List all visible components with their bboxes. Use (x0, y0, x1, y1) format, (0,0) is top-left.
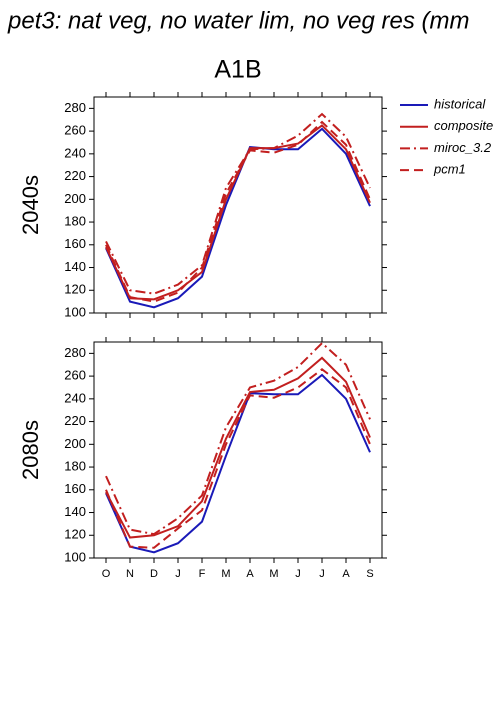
series-line (105, 341, 371, 536)
x-tick-label: M (269, 568, 278, 580)
plot-frame (93, 96, 383, 314)
x-tick-label: A (342, 568, 350, 580)
series-line (105, 124, 371, 301)
x-tick-label: O (102, 568, 111, 580)
legend-label: miroc_3.2 (434, 140, 492, 155)
x-tick-label: M (221, 568, 230, 580)
legend-label: historical (434, 96, 486, 111)
y-tick-label: 140 (64, 504, 86, 519)
series-line (105, 120, 371, 303)
y-tick-label: 240 (64, 390, 86, 405)
x-tick-label: J (295, 568, 301, 580)
x-tick-label: A (246, 568, 254, 580)
series-line (105, 368, 371, 549)
y-tick-label: 180 (64, 213, 86, 228)
series-line (105, 356, 371, 539)
series-line (105, 373, 371, 554)
y-tick-label: 100 (64, 549, 86, 564)
column-title: A1B (214, 56, 261, 84)
x-tick-label: F (199, 568, 206, 580)
y-tick-label: 140 (64, 259, 86, 274)
series-line (105, 127, 371, 309)
y-tick-label: 260 (64, 123, 86, 138)
y-tick-label: 220 (64, 413, 86, 428)
plot-frame (93, 341, 383, 559)
legend-label: composite (434, 118, 493, 133)
y-tick-label: 120 (64, 282, 86, 297)
y-tick-label: 240 (64, 145, 86, 160)
x-tick-label: D (150, 568, 158, 580)
y-tick-label: 120 (64, 527, 86, 542)
y-tick-label: 200 (64, 191, 86, 206)
x-tick-label: S (366, 568, 373, 580)
y-tick-label: 160 (64, 236, 86, 251)
y-axis-label: 2040s (18, 175, 43, 235)
y-tick-label: 160 (64, 481, 86, 496)
series-line (105, 112, 371, 295)
y-tick-label: 260 (64, 368, 86, 383)
y-tick-label: 220 (64, 168, 86, 183)
legend-label: pcm1 (433, 162, 466, 177)
x-tick-label: J (319, 568, 325, 580)
x-tick-label: N (126, 568, 134, 580)
y-tick-label: 280 (64, 345, 86, 360)
y-tick-label: 180 (64, 458, 86, 473)
y-axis-label: 2080s (18, 420, 43, 480)
chart-title: pet3: nat veg, no water lim, no veg res … (7, 7, 470, 34)
x-tick-label: J (175, 568, 181, 580)
y-tick-label: 200 (64, 436, 86, 451)
y-tick-label: 100 (64, 304, 86, 319)
y-tick-label: 280 (64, 100, 86, 115)
